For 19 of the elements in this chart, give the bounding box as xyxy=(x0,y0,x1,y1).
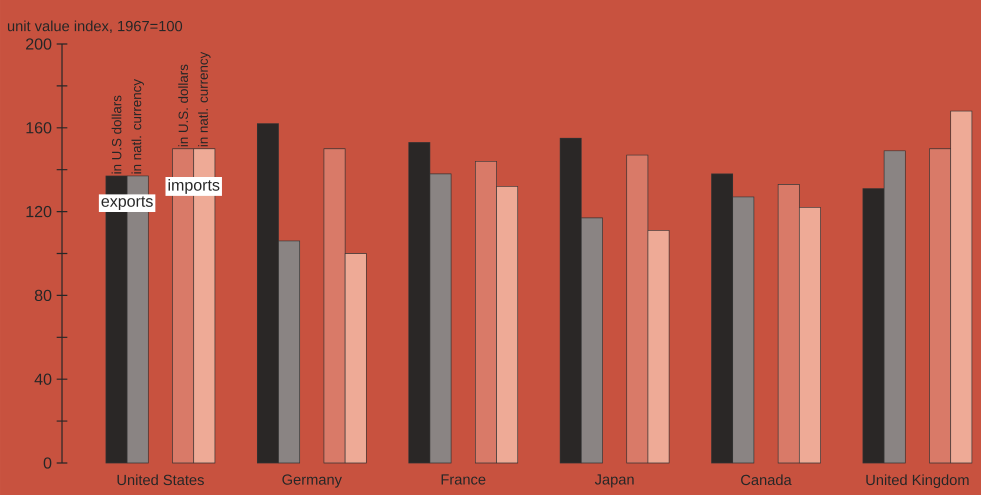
x-tick-label: Canada xyxy=(741,474,792,486)
y-tick-label: 120 xyxy=(26,206,52,218)
text: in U.S dollars xyxy=(112,96,122,174)
x-tick-label: Germany xyxy=(282,474,342,488)
annotation: exports xyxy=(102,196,153,210)
y-tick-label: 160 xyxy=(26,122,52,134)
annotation: imports xyxy=(168,179,220,194)
x-tick-label: Japan xyxy=(594,474,634,488)
x-tick-label: United Kingdom xyxy=(866,474,969,488)
x-tick-label: France xyxy=(442,474,486,485)
text: in natl. currency xyxy=(131,79,144,174)
text: in U.S. dollars xyxy=(178,64,188,146)
y-axis-title: unit value index, 1967=100 xyxy=(8,20,182,34)
y-tick-label: 80 xyxy=(34,290,52,302)
y-tick-label: 40 xyxy=(34,374,52,385)
x-tick-label: United States xyxy=(118,474,204,486)
y-tick-label: 0 xyxy=(44,457,52,469)
y-tick-label: 200 xyxy=(26,38,52,50)
text: in natl. currency xyxy=(198,52,211,146)
